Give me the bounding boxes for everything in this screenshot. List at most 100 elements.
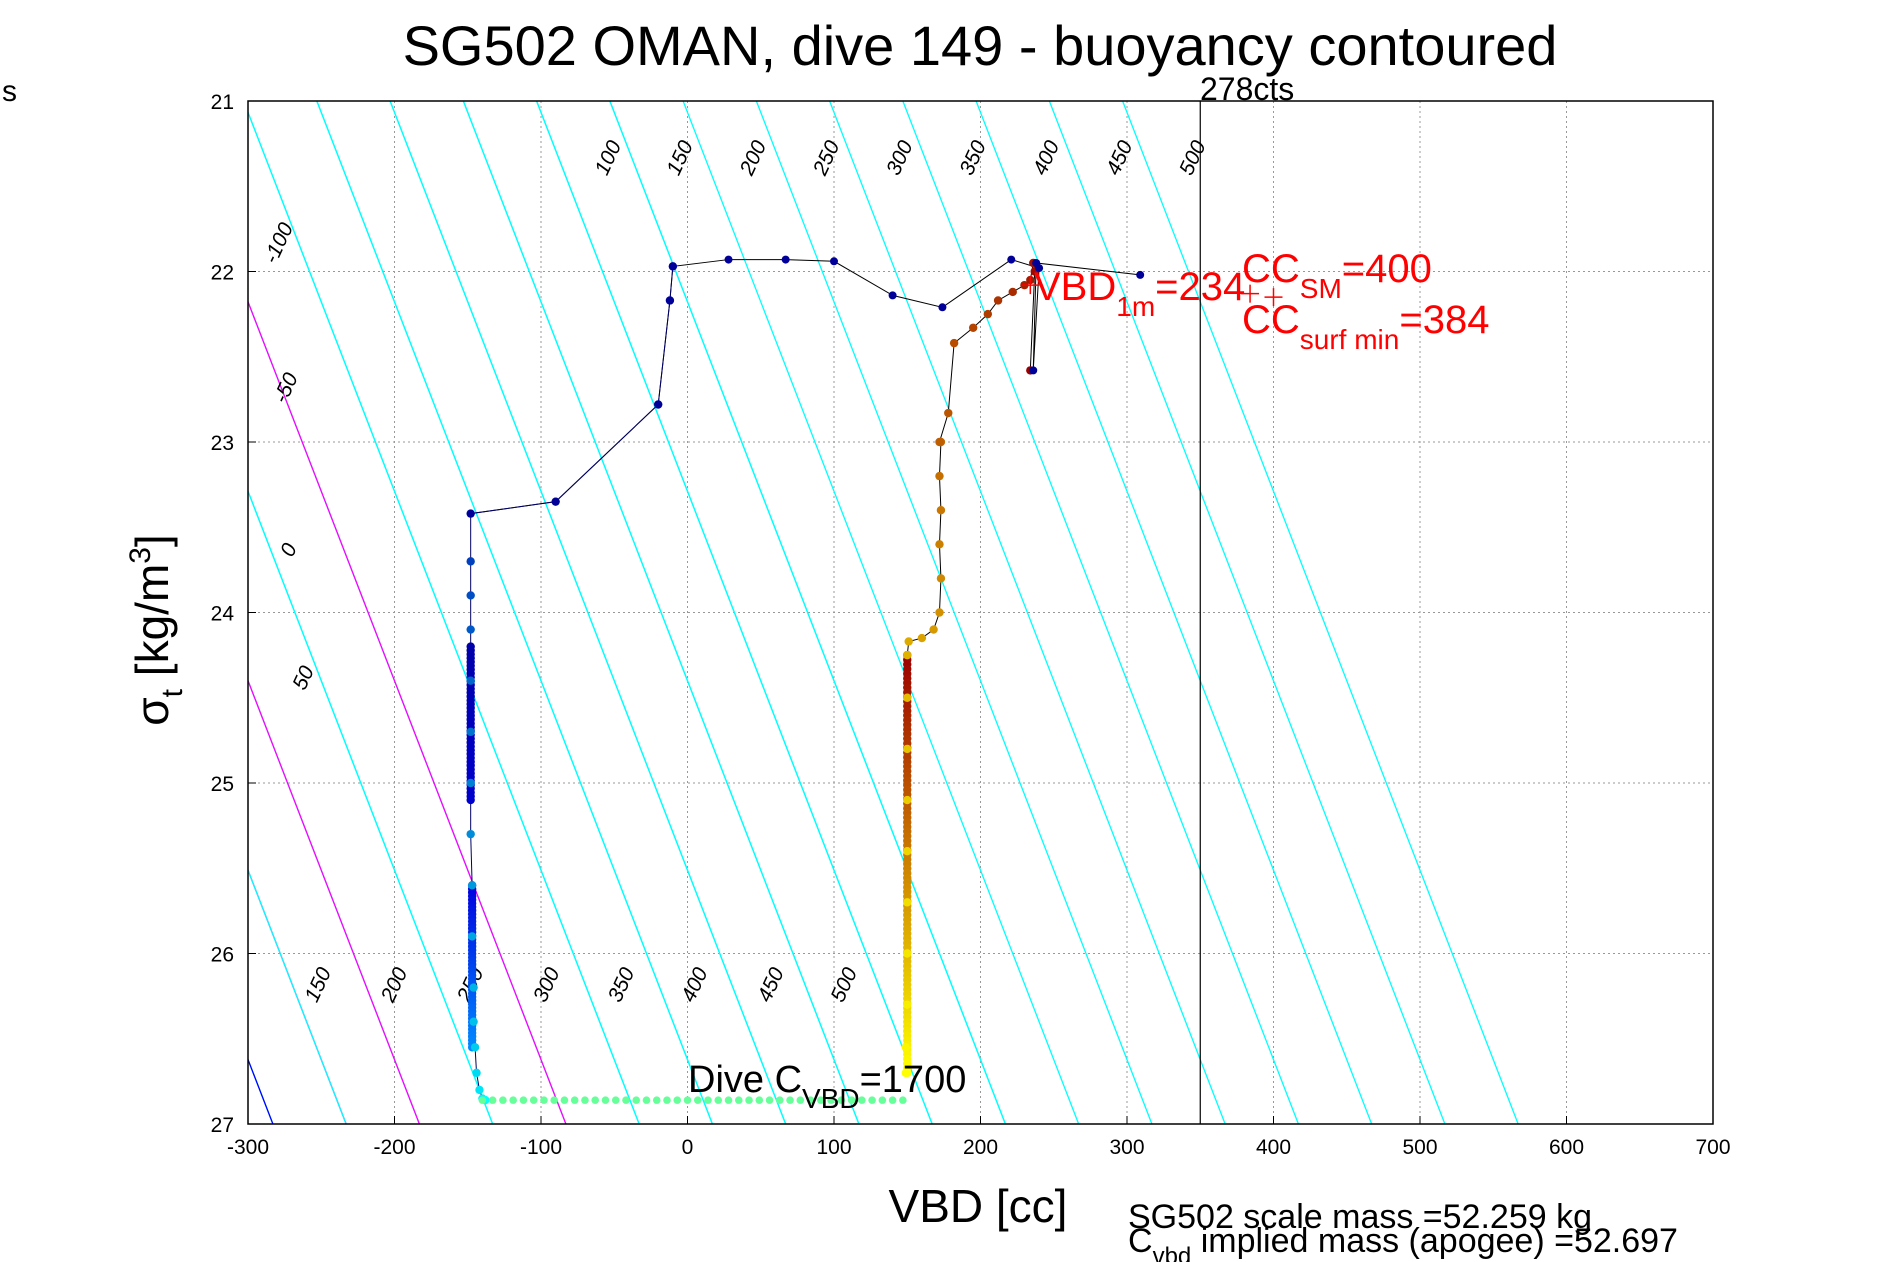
chart-title: SG502 OMAN, dive 149 - buoyancy contoure… <box>403 14 1558 77</box>
surface-point <box>938 303 947 312</box>
bottom-point <box>847 1096 856 1104</box>
climb-point <box>935 471 944 481</box>
dive-point <box>475 1085 484 1095</box>
climb-point <box>993 296 1003 305</box>
x-tick-label: 400 <box>1256 1136 1291 1159</box>
surface-point <box>1029 366 1038 375</box>
bottom-point <box>601 1096 610 1104</box>
cts-label: 278cts <box>1200 71 1294 107</box>
dive-point <box>466 676 475 685</box>
y-axis-label-main: σ <box>126 697 178 725</box>
contour-value-label: -50 <box>269 369 303 407</box>
surface-point <box>665 296 674 305</box>
contour-line <box>0 101 126 1124</box>
bottom-point <box>796 1096 805 1104</box>
bottom-point <box>888 1096 897 1104</box>
x-tick-label: 100 <box>816 1136 851 1159</box>
x-tick-label: -300 <box>227 1136 269 1159</box>
dive-point <box>466 557 475 566</box>
x-tick-label: -200 <box>373 1136 415 1159</box>
contour-value-label: 50 <box>288 662 319 693</box>
scale-mass-note: SG502 scale mass =52.259 kg <box>1128 1198 1592 1236</box>
contour-value-label: 500 <box>1175 137 1211 179</box>
grid <box>247 100 1714 1125</box>
contour-value-label: 400 <box>677 964 713 1006</box>
contour-value-label: 350 <box>604 964 640 1006</box>
bottom-point <box>632 1096 641 1104</box>
contour-line <box>535 101 933 1124</box>
climb-point <box>935 437 944 447</box>
dive-point <box>466 829 475 839</box>
bottom-point <box>714 1096 723 1104</box>
climb-point <box>903 693 912 702</box>
contour-line <box>462 101 860 1124</box>
contour-value-label: 100 <box>591 137 627 179</box>
dive-point <box>469 1017 478 1026</box>
contour-line <box>975 101 1373 1124</box>
climb-point <box>903 744 912 754</box>
y-tick-label: 27 <box>211 1114 234 1137</box>
surface-point <box>830 257 838 266</box>
dive-cvbd-annotation: Dive CVBD=1700 <box>688 1059 966 1114</box>
dive-point <box>466 795 475 805</box>
cc-sm-annotation: CCSM=400 <box>1242 247 1432 304</box>
climb-point <box>936 506 946 515</box>
x-tick-label: 300 <box>1109 1136 1144 1159</box>
bottom-point <box>745 1096 753 1104</box>
bottom-point <box>550 1096 558 1104</box>
contour-value-label: 400 <box>1029 137 1065 179</box>
dive-point <box>469 983 478 992</box>
dive-path <box>470 259 1141 1101</box>
surface-point <box>551 497 560 506</box>
contour-value-label: 450 <box>753 964 789 1006</box>
bottom-point <box>570 1096 579 1104</box>
bottom-point <box>611 1096 620 1104</box>
contour-line <box>755 101 1153 1124</box>
climb-point <box>1008 287 1017 297</box>
bottom-point <box>704 1096 712 1104</box>
climb-point <box>903 795 912 805</box>
climb-point <box>935 540 944 549</box>
y-axis-label-units-sup: 3 <box>124 547 157 564</box>
bottom-point <box>693 1096 702 1104</box>
climb-line <box>905 262 1036 1073</box>
bottom-point <box>806 1096 815 1104</box>
climb-point <box>935 608 944 617</box>
y-tick-label: 25 <box>211 773 234 796</box>
bottom-point <box>837 1096 846 1104</box>
x-tick-label: 700 <box>1695 1136 1730 1159</box>
contour-line <box>902 101 1300 1124</box>
dive-point <box>466 727 475 737</box>
dive-point <box>470 1043 480 1052</box>
dive-line <box>470 266 674 1101</box>
bottom-point <box>509 1096 517 1104</box>
data-points <box>466 255 1145 1105</box>
contour-line <box>248 868 347 1124</box>
buoyancy-contours <box>0 101 1519 1124</box>
bottom-point <box>786 1096 794 1104</box>
dive-point <box>467 932 477 941</box>
contour-value-label: 150 <box>300 964 336 1006</box>
corner-label: s <box>2 75 17 108</box>
climb-point <box>929 625 938 634</box>
bottom-point <box>878 1096 887 1104</box>
contour-line <box>1121 101 1519 1124</box>
bottom-point <box>652 1096 661 1104</box>
contour-line <box>609 101 1007 1124</box>
contour-value-label: 350 <box>955 137 991 179</box>
bottom-point <box>560 1096 569 1104</box>
contour-line <box>248 489 494 1124</box>
contour-value-label: 250 <box>808 137 844 180</box>
dive-point <box>472 1068 481 1078</box>
annotation-markers <box>1021 276 1283 307</box>
bottom-point <box>519 1096 528 1104</box>
surface-point <box>466 509 475 518</box>
climb-point <box>904 637 913 646</box>
x-axis-label: VBD [cc] <box>889 1180 1068 1232</box>
climb-point <box>903 847 912 856</box>
y-tick-label: 23 <box>211 432 234 455</box>
x-tick-label: 600 <box>1549 1136 1584 1159</box>
contour-value-label: 450 <box>1102 137 1138 179</box>
bottom-point <box>868 1096 876 1104</box>
y-tick-label: 26 <box>211 944 234 967</box>
